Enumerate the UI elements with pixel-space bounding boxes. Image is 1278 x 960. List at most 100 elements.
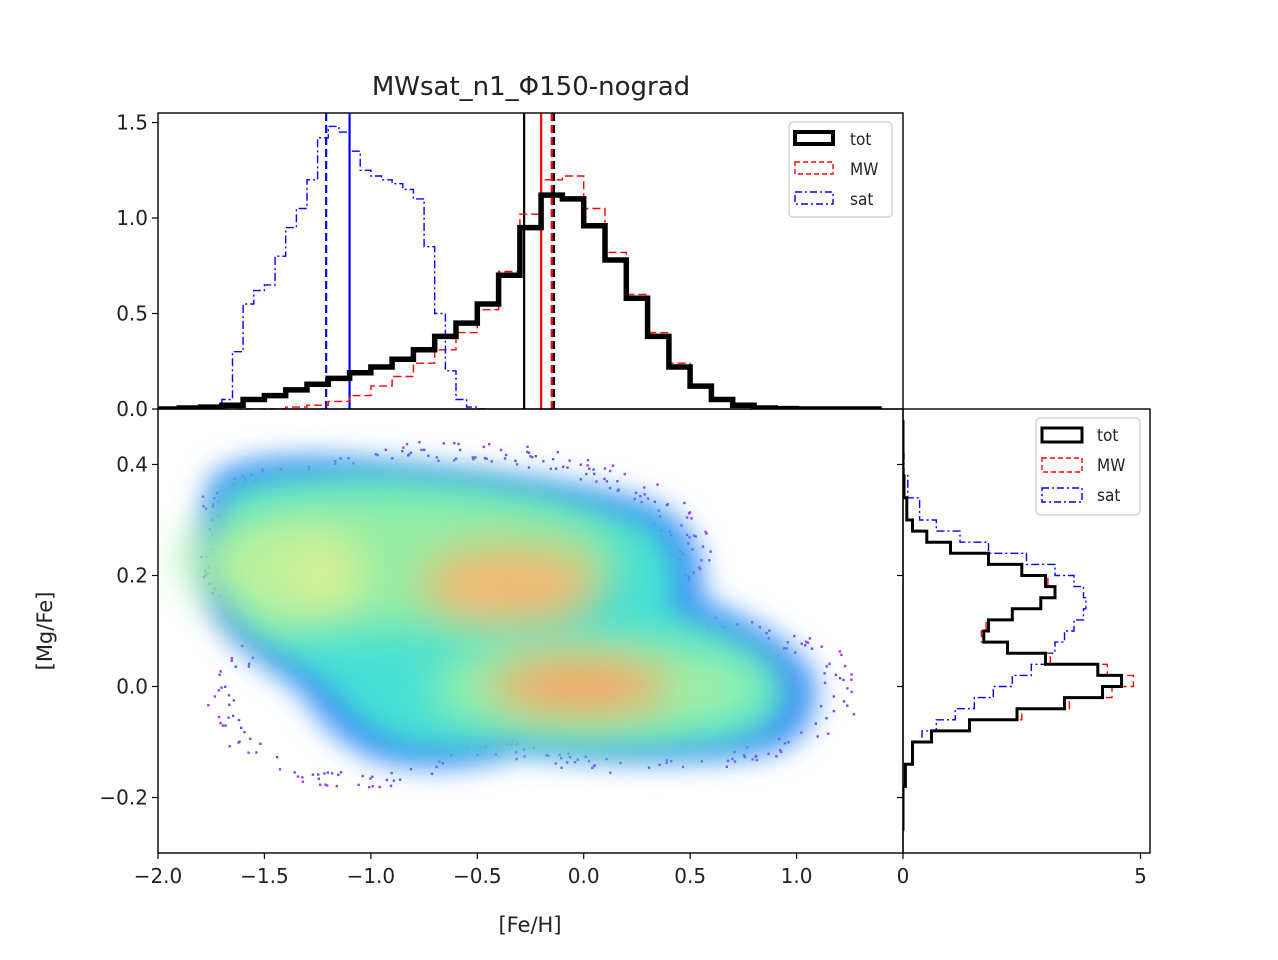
density-speckle (704, 530, 707, 534)
main-x-tick-label: −1.5 (240, 864, 289, 888)
density-peak-halo (290, 545, 360, 605)
density-speckle (832, 695, 835, 698)
density-speckle (324, 783, 327, 786)
density-speckle (786, 641, 789, 644)
density-speckle (656, 483, 659, 486)
density-speckle (526, 445, 529, 448)
density-speckle (820, 645, 823, 648)
top-series-sat (211, 125, 488, 409)
top-series-tot (158, 192, 882, 409)
top-legend: tot MW sat (788, 121, 893, 218)
x-axis-label: [Fe/H] (498, 913, 561, 937)
density-speckle (213, 695, 217, 698)
density-speckle (828, 662, 831, 665)
main-x-tick-label: −0.5 (453, 864, 502, 888)
density-speckle (595, 480, 598, 483)
density-speckle (560, 757, 563, 760)
density-speckle (240, 726, 243, 729)
density-speckle (231, 714, 235, 718)
density-speckle (347, 457, 350, 460)
density-speckle (402, 446, 405, 449)
chart-title: MWsat_n1_Φ150-nograd (372, 72, 690, 102)
density-speckle (619, 761, 622, 765)
density-speckle (357, 783, 360, 787)
main-x-tick-label: −2.0 (134, 864, 183, 888)
density-speckle (554, 467, 558, 470)
density-speckle (515, 463, 519, 466)
density-speckle (409, 767, 413, 771)
density-speckle (278, 768, 282, 771)
density-speckle (243, 730, 246, 734)
density-speckle (482, 445, 485, 449)
density-speckle (658, 763, 661, 766)
side-legend: tot MW sat (1035, 417, 1141, 516)
density-speckle (549, 467, 552, 470)
density-speckle (779, 750, 783, 754)
density-speckle (814, 722, 817, 725)
density-speckle (688, 511, 692, 514)
density-speckle (810, 647, 814, 650)
density-speckle (376, 453, 379, 457)
density-peak-alpha (420, 547, 600, 623)
density-speckle (565, 761, 569, 764)
top-y-tick-label: 1.5 (116, 111, 148, 135)
density-speckle (234, 665, 237, 668)
density-speckle (665, 761, 668, 765)
density-speckle (485, 457, 488, 461)
density-speckle (755, 754, 758, 758)
density-speckle (369, 777, 372, 780)
density-speckle (392, 779, 396, 782)
density-speckle (437, 459, 440, 462)
density-speckle (823, 681, 827, 685)
top-y-tick-label: 1.0 (116, 206, 148, 230)
main-x-tick-label: −1.0 (347, 864, 396, 888)
density-speckle (531, 455, 534, 459)
density-speckle (427, 454, 430, 457)
density-speckle (808, 637, 812, 640)
density-speckle (390, 771, 393, 775)
density-speckle (259, 742, 262, 745)
density-speckle (767, 752, 770, 756)
density-speckle (219, 670, 222, 673)
density-speckle (217, 715, 221, 719)
density-speckle (585, 472, 588, 476)
density-speckle (643, 493, 646, 496)
density-speckle (850, 673, 853, 676)
density-speckle (228, 703, 231, 706)
density-speckle (409, 451, 413, 454)
density-speckle (220, 686, 223, 689)
density-speckle (758, 626, 761, 629)
density-speckle (800, 731, 803, 734)
density-speckle (793, 634, 796, 638)
density-speckle (207, 704, 210, 707)
density-speckle (834, 673, 838, 677)
side-histogram-series (903, 420, 1135, 831)
main-x-ticks: −2.0 −1.5 −1.0 −0.5 0.0 0.5 1.0 (134, 853, 813, 888)
density-speckle (551, 458, 555, 461)
density-speckle (726, 759, 730, 762)
density-speckle (554, 762, 557, 765)
density-speckle (593, 764, 597, 767)
density-speckle (751, 758, 754, 761)
side-axes-frame (902, 408, 1151, 854)
density-speckle (361, 774, 364, 778)
y-axis-label: [Mg/Fe] (33, 592, 57, 671)
density-speckle (224, 724, 227, 727)
density-speckle (690, 517, 693, 520)
density-speckle (301, 776, 304, 779)
main-x-tick-label: 1.0 (781, 864, 813, 888)
side-x-tick-label: 5 (1134, 864, 1147, 888)
density-speckle (586, 464, 589, 467)
top-histogram-panel: 0.0 0.5 1.0 1.5 tot MW sat (116, 111, 904, 421)
density-speckle (566, 466, 569, 469)
density-speckle (457, 442, 460, 446)
density-speckle (391, 457, 394, 460)
density-speckle (665, 503, 668, 507)
density-speckle (579, 463, 582, 466)
density-speckle (634, 491, 638, 494)
density-speckle (374, 453, 378, 456)
top-legend-tot-label: tot (850, 130, 871, 150)
density-speckle (247, 662, 251, 666)
density-speckle (605, 480, 609, 483)
